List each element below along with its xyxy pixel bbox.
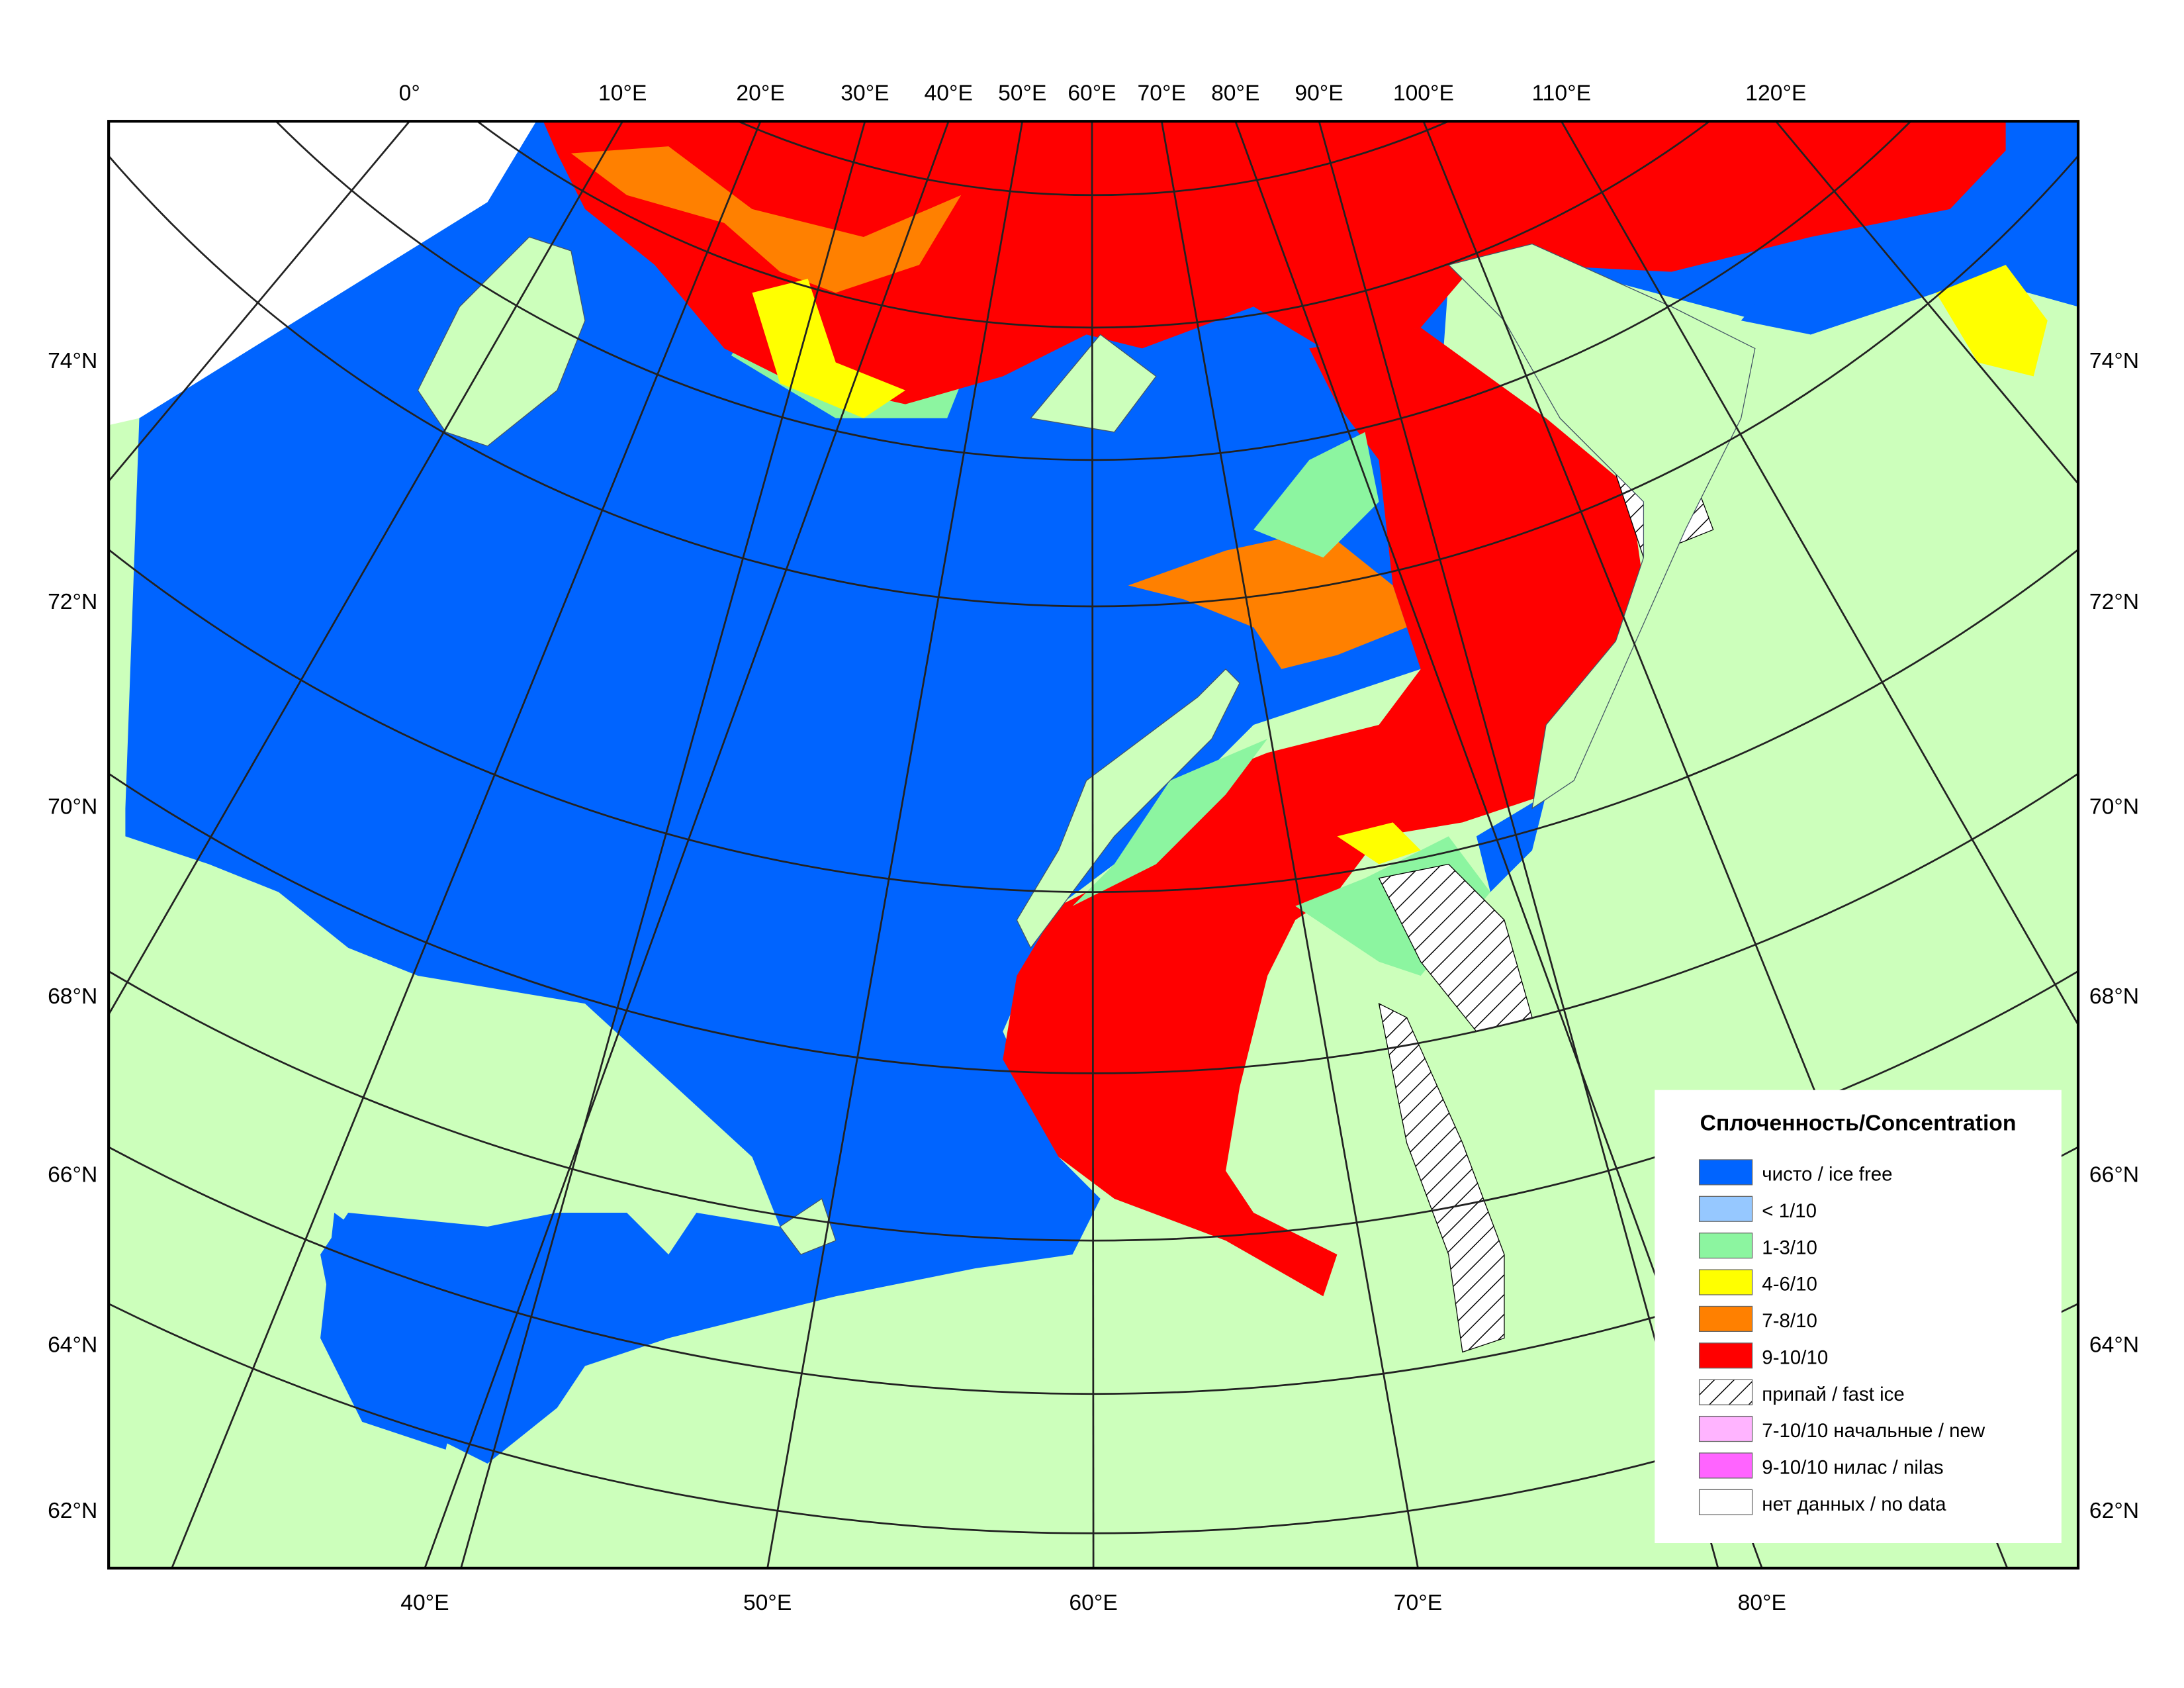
ice-1-3-kara [1253, 432, 1379, 558]
right-latitude-label: 66°N [2089, 1163, 2139, 1188]
legend-label: 9-10/10 нилас / nilas [1762, 1457, 1943, 1479]
legend-swatch [1698, 1159, 1753, 1186]
meridian [1775, 121, 2079, 485]
legend-swatch [1698, 1415, 1753, 1442]
bottom-longitude-label: 40°E [400, 1591, 449, 1615]
bottom-longitude-label: 60°E [1069, 1591, 1117, 1615]
left-latitude-label: 62°N [48, 1499, 97, 1523]
meridian [766, 121, 1024, 1568]
meridian [1318, 121, 1719, 1568]
franz-josef-land [1030, 334, 1157, 433]
legend-swatch [1698, 1196, 1753, 1222]
ice-4-6 [752, 279, 905, 418]
white-sea [320, 1212, 474, 1450]
no-data-area [109, 121, 543, 426]
legend-label: 7-8/10 [1762, 1310, 1817, 1332]
top-longitude-label: 40°E [925, 81, 973, 106]
legend-label: нет данных / no data [1762, 1493, 1946, 1515]
meridian [109, 121, 410, 483]
legend-label: 4-6/10 [1762, 1274, 1817, 1295]
top-longitude-label: 0° [399, 81, 420, 106]
right-latitude-label: 70°N [2089, 795, 2139, 820]
ice-9-10 [543, 121, 2006, 404]
legend-swatch [1698, 1452, 1753, 1479]
legend-swatch [1698, 1269, 1753, 1295]
taymyr [1447, 243, 1756, 810]
right-latitude-label: 74°N [2089, 349, 2139, 373]
left-latitude-label: 70°N [48, 795, 97, 820]
top-longitude-label: 50°E [998, 81, 1046, 106]
meridian [1561, 121, 2079, 1027]
map-frame [107, 120, 2080, 1570]
top-longitude-label: 70°E [1138, 81, 1186, 106]
map-scaled: 0° 10°E 20°E 30°E 40°E 50°E 60°E 70°E 80°E 90°E 10… [48, 81, 2139, 1615]
ice-7-8-kara [1128, 530, 1407, 669]
parallel [275, 121, 1912, 461]
left-latitude-label: 74°N [48, 349, 97, 373]
ice-4-6-laptev [1936, 265, 2048, 377]
legend-swatch [1698, 1305, 1753, 1332]
top-longitude-label: 100°E [1393, 81, 1454, 106]
top-longitude-label: 10°E [598, 81, 647, 106]
legend-label: чисто / ice free [1762, 1164, 1892, 1186]
meridian [1091, 121, 1095, 1568]
map-area [109, 121, 2079, 1568]
legend: Сплоченность/Concentration чисто / ice f… [1655, 1090, 2062, 1544]
top-longitude-label: 60°E [1068, 81, 1116, 106]
novaya-zemlya [1016, 668, 1240, 949]
bottom-longitude-label: 70°E [1394, 1591, 1442, 1615]
right-latitude-label: 64°N [2089, 1333, 2139, 1358]
meridian [424, 121, 950, 1568]
left-latitude-label: 68°N [48, 984, 97, 1009]
legend-title: Сплоченность/Concentration [1700, 1111, 2017, 1136]
legend-swatch [1698, 1489, 1753, 1515]
legend-swatch [1698, 1233, 1753, 1259]
ice-4-6-yamal [1337, 822, 1421, 865]
graticule [109, 121, 2079, 1568]
meridian [1160, 121, 1419, 1568]
left-latitude-label: 72°N [48, 590, 97, 614]
legend-label: 9-10/10 [1762, 1346, 1828, 1368]
bottom-longitude-label: 80°E [1738, 1591, 1786, 1615]
legend-swatch [1698, 1342, 1753, 1369]
meridian [171, 121, 762, 1568]
bottom-longitude-label: 50°E [743, 1591, 792, 1615]
meridian [460, 121, 866, 1568]
coordinate-labels: 0° 10°E 20°E 30°E 40°E 50°E 60°E 70°E 80°E 90°E 10… [48, 81, 2139, 1615]
ice-9-10-kara [1003, 327, 1644, 1297]
right-latitude-label: 62°N [2089, 1499, 2139, 1523]
top-longitude-label: 110°E [1531, 81, 1591, 106]
top-longitude-label: 90°E [1295, 81, 1343, 106]
top-longitude-label: 80°E [1211, 81, 1259, 106]
parallel [736, 121, 1451, 196]
ice-7-8 [570, 146, 962, 293]
right-latitude-label: 72°N [2089, 590, 2139, 614]
svalbard [417, 236, 586, 447]
top-longitude-label: 120°E [1745, 81, 1806, 106]
meridian [109, 121, 623, 1017]
legend-label: < 1/10 [1762, 1200, 1817, 1222]
legend-label: припай / fast ice [1762, 1383, 1904, 1405]
fast-ice-ob [1378, 1002, 1505, 1353]
right-latitude-label: 68°N [2089, 984, 2139, 1009]
left-latitude-label: 66°N [48, 1163, 97, 1188]
parallel [476, 121, 1711, 328]
ice-1-3-nz [1072, 739, 1268, 906]
left-latitude-label: 64°N [48, 1333, 97, 1358]
ice-free-ob [1476, 794, 1547, 892]
legend-label: 7-10/10 начальные / new [1762, 1420, 1985, 1442]
kolguev [779, 1197, 837, 1255]
legend-label: 1-3/10 [1762, 1237, 1817, 1258]
top-longitude-label: 30°E [841, 81, 889, 106]
top-longitude-label: 20°E [736, 81, 784, 106]
parallel [109, 154, 2079, 607]
legend-swatch [1698, 1379, 1753, 1405]
